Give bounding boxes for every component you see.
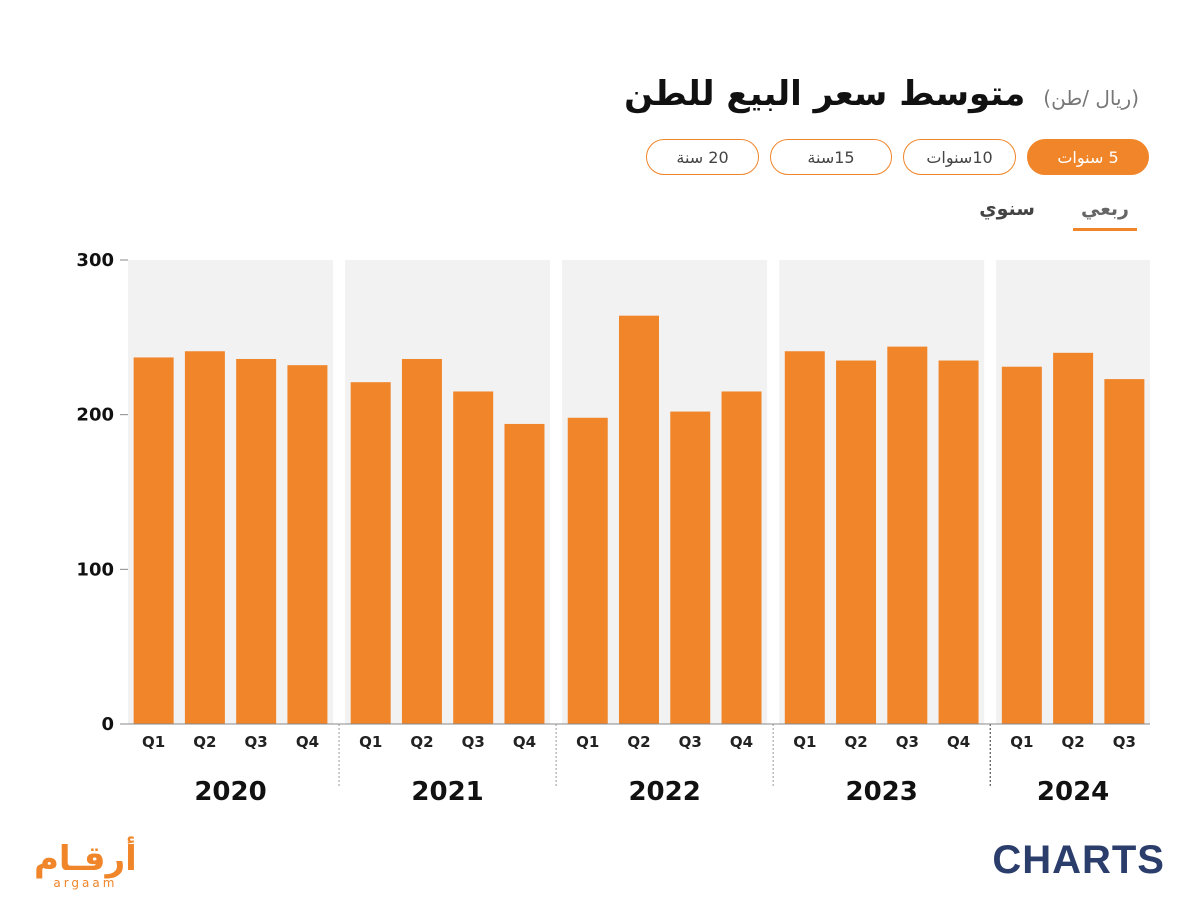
bar-2020-Q1 [133,357,174,724]
bar-2023-Q2 [836,360,877,724]
x-tick-label: Q4 [947,733,970,751]
bar-2024-Q2 [1053,352,1094,724]
year-label-2023: 2023 [845,777,917,807]
bar-2022-Q1 [567,417,608,724]
x-tick-label: Q1 [1010,733,1033,751]
y-tick-label: 200 [76,405,114,426]
x-tick-label: Q3 [896,733,919,751]
x-tick-label: Q2 [1062,733,1085,751]
bar-2023-Q1 [784,351,825,724]
x-tick-label: Q2 [627,733,650,751]
bar-2021-Q4 [504,423,545,724]
bar-2021-Q2 [401,358,442,724]
x-tick-label: Q1 [793,733,816,751]
x-tick-label: Q1 [576,733,599,751]
bar-2023-Q4 [938,360,979,724]
y-tick-label: 100 [76,559,114,580]
year-label-2021: 2021 [411,777,483,807]
range-pill-15y[interactable]: 15سنة [770,139,892,175]
x-tick-label: Q2 [193,733,216,751]
argaam-logo: أرقـام argaam [34,842,137,890]
range-pill-10y[interactable]: 10سنوات [903,139,1016,175]
bar-2020-Q2 [184,351,225,724]
bar-2021-Q1 [350,382,391,724]
range-pill-5y[interactable]: 5 سنوات [1027,139,1149,175]
bar-2024-Q3 [1104,379,1145,724]
bar-2024-Q1 [1001,366,1042,724]
range-pill-20y[interactable]: 20 سنة [646,139,759,175]
bar-2021-Q3 [453,391,494,724]
y-tick-label: 300 [76,250,114,271]
x-tick-label: Q1 [359,733,382,751]
y-tick-label: 0 [101,714,114,735]
argaam-logo-latin: argaam [53,876,118,890]
x-tick-label: Q3 [462,733,485,751]
chart-unit: (ريال /طن) [1043,86,1139,110]
x-tick-label: Q4 [513,733,536,751]
bar-2022-Q2 [619,315,659,724]
x-tick-label: Q4 [296,733,319,751]
period-toggle: سنوي ربعي [971,198,1137,231]
argaam-logo-arabic: أرقـام [34,839,137,879]
x-tick-label: Q3 [1113,733,1136,751]
chart-title: متوسط سعر البيع للطن [624,74,1026,114]
chart-header: متوسط سعر البيع للطن (ريال /طن) [624,74,1139,114]
bar-2022-Q4 [721,391,762,724]
charts-logo: CHARTS [992,838,1165,882]
x-tick-label: Q2 [844,733,867,751]
toggle-annual[interactable]: سنوي [979,198,1035,220]
x-tick-label: Q2 [410,733,433,751]
x-tick-label: Q1 [142,733,165,751]
bar-2023-Q3 [887,346,928,724]
toggle-quarterly[interactable]: ربعي [1072,198,1137,231]
x-tick-label: Q3 [245,733,268,751]
bar-2022-Q3 [670,411,711,724]
x-tick-label: Q3 [679,733,702,751]
bar-chart: Q1 Q2 Q3 Q4 2020 Q1 Q2 Q3 Q4 2021 Q1 Q2 Q3 Q4 2022 Q1 Q2… [76,250,1150,807]
year-label-2024: 2024 [1037,777,1109,807]
year-label-2022: 2022 [628,777,700,807]
bar-2020-Q4 [287,365,328,724]
bar-2020-Q3 [236,358,277,724]
year-label-2020: 2020 [194,777,266,807]
x-tick-label: Q4 [730,733,753,751]
range-selector: 5 سنوات 10سنوات 15سنة 20 سنة [646,139,1149,175]
